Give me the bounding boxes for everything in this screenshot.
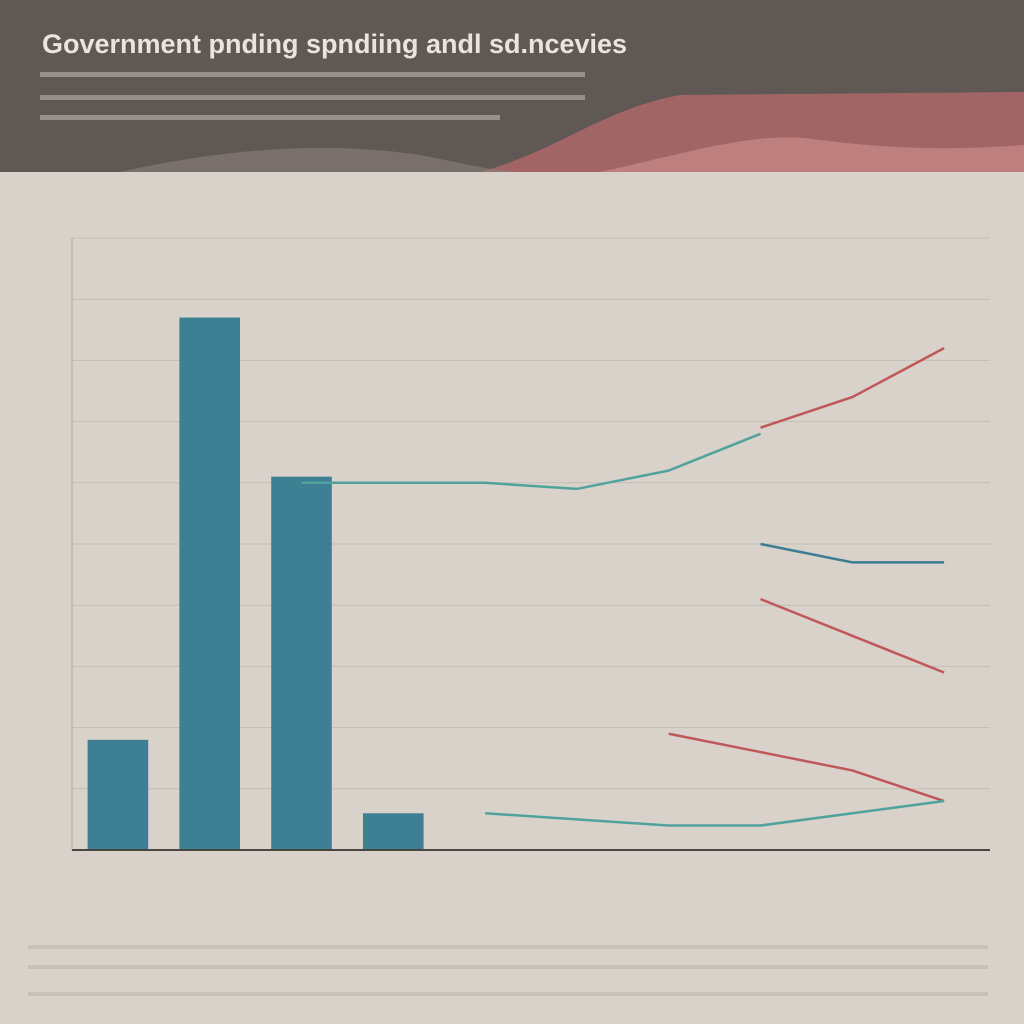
- line-series: [301, 432, 761, 491]
- header-wave: [120, 147, 520, 172]
- header-wave: [600, 137, 1024, 172]
- line-series: [485, 799, 945, 827]
- footer-placeholder: [28, 945, 988, 949]
- chart-title: Government pnding spndiing andl sd.ncevi…: [42, 29, 627, 59]
- bar: [87, 739, 149, 850]
- line-series: [760, 542, 945, 564]
- subtitle-placeholder: [40, 95, 585, 100]
- footer-placeholder: [28, 965, 988, 969]
- line-series: [760, 597, 945, 674]
- bar: [271, 476, 332, 850]
- bar: [179, 317, 240, 850]
- line-series: [668, 732, 945, 803]
- subtitle-placeholder: [40, 115, 500, 120]
- line-series: [760, 347, 945, 429]
- footer-placeholder: [28, 992, 988, 996]
- bar: [363, 813, 424, 850]
- subtitle-placeholder: [40, 72, 585, 77]
